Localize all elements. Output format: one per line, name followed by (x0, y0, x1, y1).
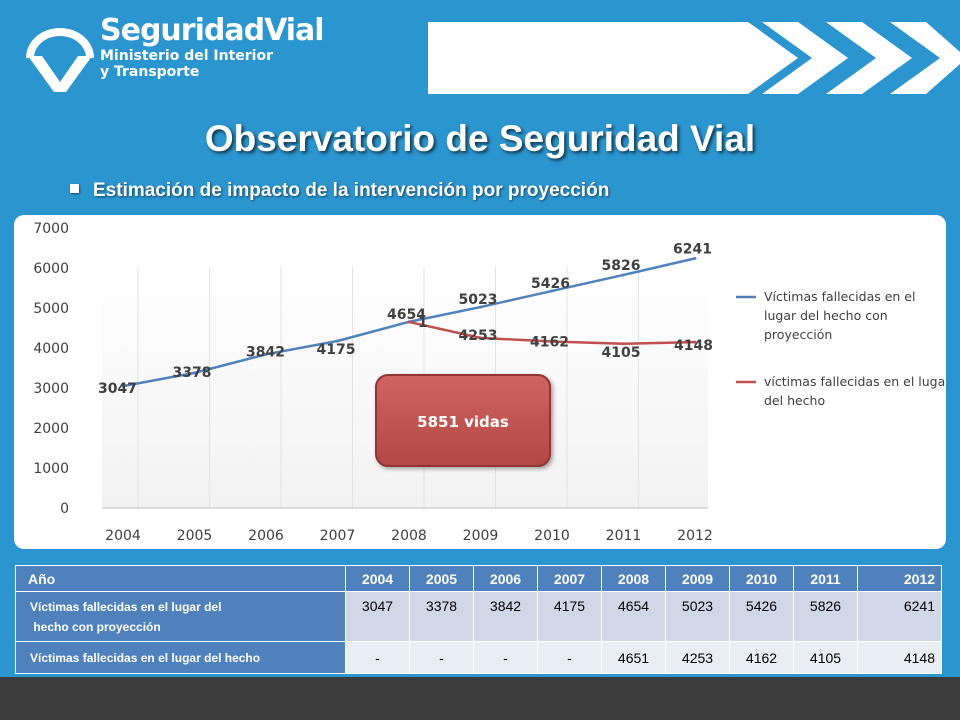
table-cell: 4175 (537, 591, 602, 642)
x-tick-label: 2009 (463, 528, 499, 544)
table-cell: 4105 (793, 641, 858, 674)
table-row: Víctimas fallecidas en el lugar del hech… (15, 641, 942, 674)
table-header-year: 2006 (473, 565, 538, 592)
y-tick-label: 0 (60, 501, 69, 517)
table-header-label: Año (15, 565, 346, 592)
table-header-year: 2004 (345, 565, 410, 592)
brand-block: SeguridadVial Ministerio del Interior y … (100, 13, 325, 81)
table-cell: 4253 (665, 641, 730, 674)
page-subtitle: Estimación de impacto de la intervención… (70, 180, 609, 202)
data-label: 3842 (246, 344, 285, 360)
data-label: 4162 (530, 335, 569, 351)
data-label: 4105 (602, 345, 641, 361)
series-point (693, 256, 697, 260)
page-subtitle-text: Estimación de impacto de la intervención… (93, 180, 610, 201)
y-tick-label: 6000 (33, 261, 69, 277)
table-row: Víctimas fallecidas en el lugar del hech… (15, 591, 942, 642)
table-cell: 3842 (473, 591, 538, 642)
table-header-year: 2010 (729, 565, 794, 592)
table-row-label-line1: Víctimas fallecidas en el lugar del (30, 599, 222, 614)
x-tick-label: 2005 (177, 528, 213, 544)
data-label: 3378 (173, 365, 212, 381)
data-label: 3047 (98, 381, 137, 397)
series-point (121, 384, 125, 388)
table-row-label-line2: hecho con proyección (30, 619, 161, 634)
table-cell: 5826 (793, 591, 858, 642)
annotation-callout (375, 374, 551, 467)
brand-name: SeguridadVial (100, 13, 325, 48)
y-tick-label: 7000 (33, 221, 69, 237)
data-label: 1 (418, 315, 428, 331)
table-cell: - (345, 641, 410, 674)
header-band: SeguridadVial Ministerio del Interior y … (0, 0, 960, 108)
brand-subtitle-line1: Ministerio del Interior (100, 48, 273, 64)
data-label: 4654 (387, 307, 426, 323)
table-cell: 4148 (857, 641, 942, 674)
brand-subtitle-line2: y Transporte (100, 64, 200, 80)
table-header-year: 2008 (601, 565, 666, 592)
series-point (336, 339, 339, 343)
data-label: 4148 (674, 338, 713, 354)
table-cell: - (409, 641, 474, 674)
series-point (264, 352, 268, 356)
chart-card: 0 1000 2000 3000 4000 5000 6000 7000 2004 2005 200… (14, 215, 946, 549)
table-header-year: 2007 (537, 565, 602, 592)
table-row-label: Víctimas fallecidas en el lugar del hech… (15, 591, 346, 642)
brand-name-bold: Vial (264, 13, 325, 48)
x-tick-label: 2012 (677, 528, 713, 544)
seguridad-vial-logo-icon (26, 28, 94, 92)
table-cell: 6241 (857, 591, 942, 642)
table-cell: 3378 (409, 591, 474, 642)
x-tick-label: 2010 (534, 528, 570, 544)
series-point (693, 340, 697, 344)
series-point (550, 289, 554, 293)
data-label: 6241 (673, 241, 712, 257)
decorative-stripes-icon (428, 22, 960, 94)
x-tick-label: 2008 (391, 528, 427, 544)
series-point (479, 336, 482, 340)
table-cell: 3047 (345, 591, 410, 642)
data-label: 5826 (602, 258, 641, 274)
y-tick-label: 1000 (33, 461, 69, 477)
table-cell: 4654 (601, 591, 666, 642)
table-cell: 5023 (665, 591, 730, 642)
series-point (622, 273, 625, 277)
y-tick-label: 2000 (33, 421, 69, 437)
series-point (479, 305, 482, 309)
y-tick-label: 3000 (33, 381, 69, 397)
table-cell: 4651 (601, 641, 666, 674)
series-point (407, 320, 411, 324)
table-cell: - (473, 641, 538, 674)
y-tick-label: 5000 (33, 301, 69, 317)
series-point (193, 371, 196, 375)
x-tick-label: 2007 (320, 528, 356, 544)
table-header-year: 2009 (665, 565, 730, 592)
data-label: 4253 (459, 328, 498, 344)
legend-label: víctimas fallecidas en el lugar del hecho (764, 374, 946, 408)
bullet-icon (70, 184, 79, 193)
page-title: Observatorio de Seguridad Vial (204, 118, 756, 159)
x-tick-label: 2004 (105, 528, 141, 544)
series-point (550, 340, 554, 344)
data-label: 5426 (531, 276, 570, 292)
series-point (622, 342, 625, 346)
table-cell: - (537, 641, 602, 674)
legend-label: Víctimas fallecidas en el lugar del hecho… (764, 289, 915, 342)
brand-name-light: Seguridad (100, 13, 265, 48)
y-tick-label: 4000 (33, 341, 69, 357)
data-label: 4175 (317, 342, 356, 358)
x-tick-label: 2011 (606, 528, 642, 544)
table-header-year: 2011 (793, 565, 858, 592)
table-header-year: 2005 (409, 565, 474, 592)
footer-band (0, 677, 960, 720)
table-cell: 4162 (729, 641, 794, 674)
table-row-label: Víctimas fallecidas en el lugar del hech… (15, 641, 346, 674)
data-label: 5023 (459, 292, 498, 308)
table-header-year: 2012 (857, 565, 942, 592)
annotation-label: 5851 vidas (417, 413, 509, 431)
table-cell: 5426 (729, 591, 794, 642)
x-tick-label: 2006 (248, 528, 284, 544)
data-table: Año 2004 2005 2006 2007 2008 2009 2010 2… (15, 565, 942, 674)
line-chart: 0 1000 2000 3000 4000 5000 6000 7000 2004 2005 200… (33, 221, 946, 544)
